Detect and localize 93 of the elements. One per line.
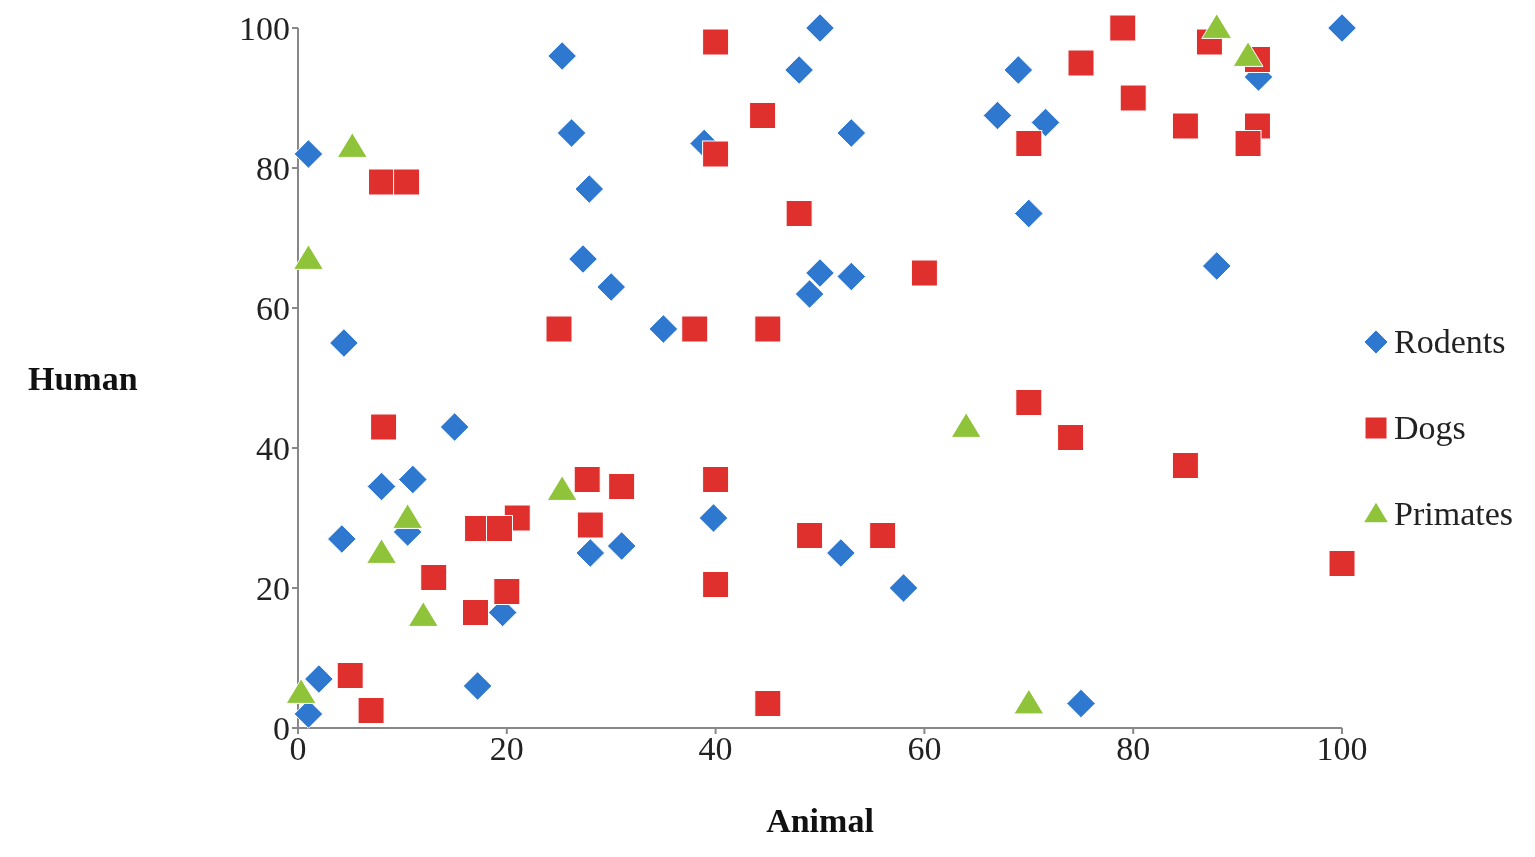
- point: [836, 118, 867, 148]
- point: [1201, 251, 1232, 281]
- point: [796, 522, 824, 549]
- point: [493, 578, 521, 605]
- y-tick-label: 100: [239, 10, 290, 48]
- point: [576, 511, 604, 539]
- point: [366, 538, 397, 564]
- point: [486, 515, 513, 542]
- point: [702, 28, 730, 56]
- point: [608, 473, 636, 500]
- point: [1057, 424, 1085, 451]
- legend-label: Primates: [1394, 495, 1513, 533]
- x-tick-label: 40: [698, 730, 733, 768]
- point: [1119, 84, 1147, 112]
- point: [336, 662, 364, 689]
- point: [407, 601, 439, 627]
- point: [392, 503, 424, 529]
- point: [805, 13, 835, 43]
- point: [304, 664, 334, 694]
- x-tick-label: 60: [907, 730, 942, 768]
- point: [826, 538, 856, 568]
- point: [292, 244, 324, 270]
- legend-label: Rodents: [1394, 323, 1506, 361]
- point: [982, 100, 1013, 131]
- point: [556, 118, 587, 148]
- point: [784, 55, 814, 85]
- point: [547, 41, 577, 71]
- point: [950, 412, 982, 438]
- point: [393, 168, 421, 196]
- point: [336, 132, 368, 158]
- point: [461, 599, 489, 626]
- x-tick-label: 20: [489, 730, 524, 768]
- point: [357, 697, 385, 724]
- point: [420, 564, 448, 591]
- point: [702, 571, 730, 598]
- point: [794, 279, 825, 309]
- point: [648, 314, 679, 344]
- point: [1234, 130, 1262, 157]
- point: [702, 140, 730, 168]
- point: [785, 200, 813, 227]
- point: [1171, 452, 1199, 479]
- point: [1328, 550, 1356, 577]
- point: [836, 261, 867, 292]
- point: [327, 524, 357, 554]
- point: [370, 413, 398, 441]
- point: [1030, 107, 1061, 138]
- point: [439, 412, 470, 442]
- point: [329, 328, 359, 358]
- y-tick-label: 60: [256, 290, 290, 328]
- point: [1109, 14, 1137, 42]
- point: [1201, 13, 1233, 39]
- point: [869, 522, 897, 549]
- point: [1327, 13, 1357, 43]
- point: [575, 538, 606, 568]
- point: [545, 315, 573, 343]
- point: [398, 464, 428, 495]
- point: [1066, 688, 1096, 719]
- y-tick-label: 40: [256, 430, 290, 468]
- point: [462, 671, 493, 701]
- point: [606, 531, 637, 561]
- point: [596, 272, 626, 302]
- y-tick-label: 80: [256, 150, 290, 188]
- point: [1232, 41, 1264, 67]
- x-tick-label: 80: [1116, 730, 1151, 768]
- point: [888, 573, 919, 603]
- point: [910, 259, 938, 287]
- point: [293, 139, 324, 169]
- point: [1003, 55, 1034, 85]
- point: [285, 678, 317, 704]
- point: [1014, 198, 1044, 229]
- point: [681, 315, 709, 343]
- point: [366, 471, 397, 502]
- legend-label: Dogs: [1394, 409, 1466, 447]
- point: [368, 168, 396, 196]
- point: [1015, 130, 1043, 157]
- x-tick-label: 100: [1316, 730, 1368, 768]
- point: [1171, 112, 1199, 140]
- point: [749, 102, 777, 129]
- y-axis-title: Human: [28, 360, 138, 398]
- point: [698, 503, 729, 533]
- point: [546, 475, 578, 501]
- x-axis-title: Animal: [766, 802, 874, 840]
- point: [805, 258, 835, 288]
- point: [754, 315, 782, 343]
- point: [568, 244, 598, 274]
- point: [573, 466, 601, 493]
- point: [702, 466, 730, 493]
- point: [1013, 688, 1045, 715]
- point: [1067, 49, 1095, 77]
- y-tick-label: 20: [256, 570, 290, 608]
- point: [574, 174, 605, 204]
- point: [754, 690, 782, 717]
- point: [1015, 389, 1043, 416]
